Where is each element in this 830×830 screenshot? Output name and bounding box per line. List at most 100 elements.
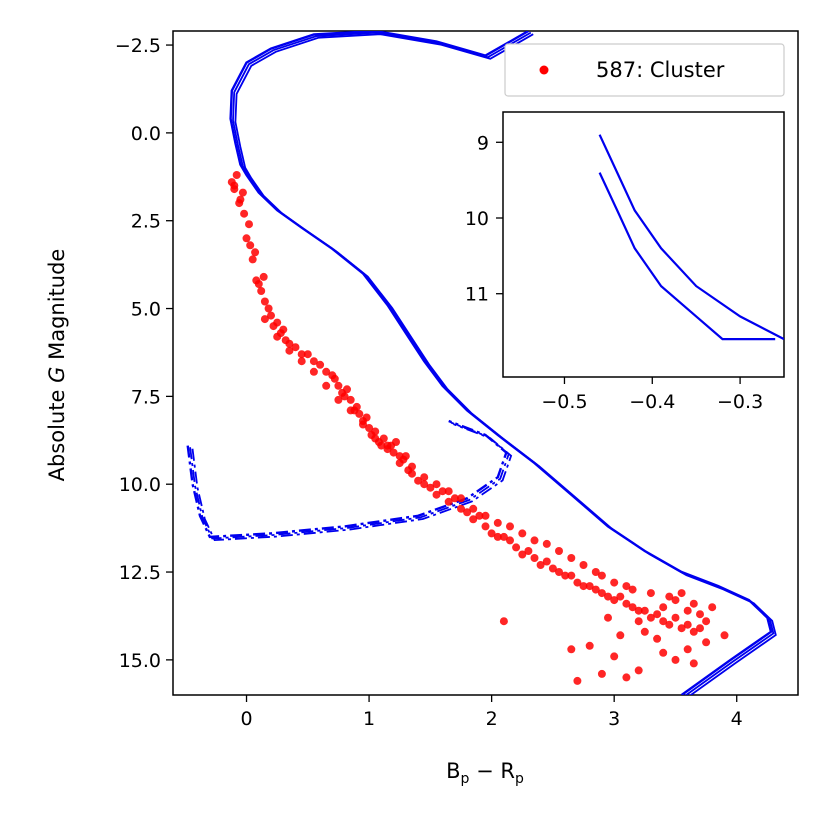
cluster-point [355,409,364,418]
cluster-point [610,578,619,587]
cluster-point [371,427,380,436]
y-tick-label: 10.0 [119,474,161,496]
inset-x-axis-ticks: −0.5 −0.4 −0.3 [541,377,763,413]
cluster-point [334,381,343,390]
inset-y-tick-label: 10 [465,208,489,230]
legend-box [504,43,785,97]
cluster-point [561,571,570,580]
y-tick-label: 0.0 [131,123,161,145]
y-tick-label: 2.5 [131,211,161,233]
cluster-point [334,395,343,404]
cluster-point [365,424,374,432]
cluster-point [297,350,306,359]
cluster-point [616,631,625,640]
cluster-point [671,596,680,605]
cluster-point [481,511,490,520]
cluster-point [610,652,619,661]
inset-isochrone-lines [598,134,784,341]
cluster-point [279,325,288,334]
cluster-point [720,631,729,640]
cluster-point [395,452,404,461]
cluster-point [567,571,576,580]
cluster-point [322,381,331,390]
inset-x-tick-label: −0.3 [717,391,763,413]
cluster-point [389,448,398,457]
cluster-point [240,209,249,218]
isochrone-line-2-track-4 [189,421,510,540]
cluster-point [481,522,490,531]
cluster-point [585,641,594,650]
cluster-point [567,645,576,654]
cluster-point [493,518,502,527]
cluster-point [457,504,465,513]
cluster-point [567,554,576,562]
y-tick-label: 12.5 [119,562,161,584]
x-tick-label: 1 [363,708,375,730]
cluster-point [689,599,698,608]
cluster-point [346,395,355,404]
cluster-point [604,592,612,601]
cluster-point [242,234,251,243]
cluster-point [689,659,698,668]
cluster-point [444,497,453,506]
y-tick-label: −2.5 [115,35,161,57]
cluster-point [653,634,662,643]
y-tick-label: 5.0 [131,299,161,321]
cluster-point [585,582,594,591]
cluster-point [536,561,545,569]
x-tick-label: 3 [608,708,620,730]
inset-x-tick-label: −0.5 [541,391,587,413]
cluster-point [659,603,668,612]
cluster-point [640,627,649,636]
cluster-point [628,603,637,612]
cluster-point [628,585,637,594]
legend: 587: Cluster [504,43,785,97]
cluster-point [230,181,239,190]
cluster-point [257,287,266,295]
cluster-point [683,620,692,629]
cluster-point [487,529,496,538]
cluster-point [622,673,631,682]
cluster-point [383,441,392,450]
cluster-point [696,624,704,633]
cluster-point [671,655,680,664]
cluster-point [377,441,386,450]
cluster-point [530,554,539,562]
cluster-point [457,494,465,503]
cluster-point [506,536,514,545]
cluster-point [264,304,273,313]
cluster-point [285,339,294,348]
cluster-point [653,610,662,619]
cluster-point [530,536,539,545]
cluster-point [616,592,625,601]
y-tick-label: 15.0 [119,650,161,672]
x-axis-ticks: 0 1 2 3 4 [240,695,743,730]
cluster-point [420,480,429,489]
cluster-point [392,438,400,446]
cluster-point [646,589,655,598]
cluster-point [573,578,582,587]
cluster-point [702,638,711,647]
cluster-point [475,511,484,520]
cluster-point [352,402,361,411]
cluster-point [273,318,282,327]
cluster-point [420,473,429,482]
y-tick-label: 7.5 [131,386,161,408]
cluster-point [408,462,416,471]
cluster-point [622,599,631,608]
cluster-point [542,557,551,566]
x-tick-label: 4 [731,708,743,730]
cluster-point [506,522,514,531]
cluster-point [634,606,643,615]
cluster-point [579,582,588,591]
cluster-point [499,532,508,541]
inset-y-axis-ticks: 9 10 11 [465,132,503,306]
cluster-point [432,480,441,489]
cluster-point [267,311,275,320]
cluster-point [260,315,269,324]
cluster-point [340,392,349,401]
cluster-point [665,592,674,601]
cluster-point [346,406,355,415]
inset-isochrone-line [598,134,784,341]
